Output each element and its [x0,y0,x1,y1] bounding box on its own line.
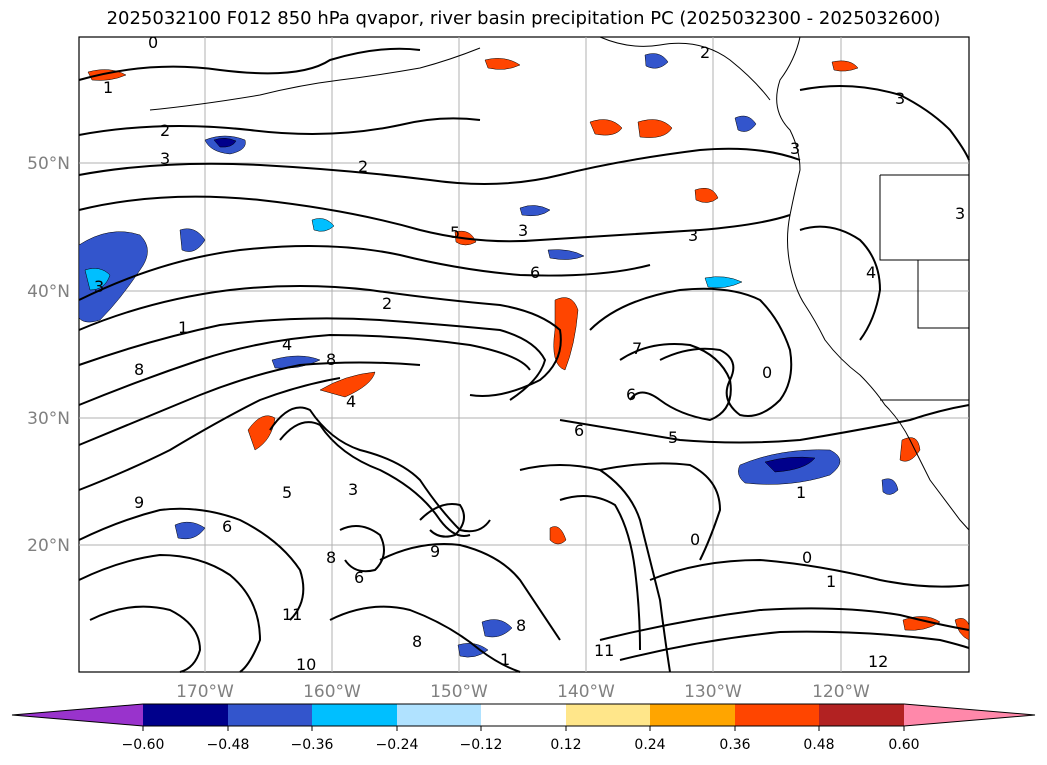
coastline [149,36,970,531]
contour-label: 3 [790,139,800,158]
contour-label: 0 [762,363,772,382]
lat-label-30n: 30°N [27,409,70,429]
contour-label: 3 [895,89,905,108]
contour-label: 6 [626,385,636,404]
colorbar-tick-label: −0.12 [460,737,503,753]
contour-label: 6 [354,568,364,587]
colorbar-swatch [650,704,735,726]
contour-label: 8 [326,548,336,567]
contour-label: 6 [222,517,232,536]
lon-label-130w: 130°W [684,682,742,702]
map-title: 2025032100 F012 850 hPa qvapor, river ba… [106,8,941,29]
colorbar-tick-labels: −0.60 −0.48 −0.36 −0.24 −0.12 0.12 0.24 … [122,737,920,753]
contour-label: 3 [348,480,358,499]
colorbar-tick-label: −0.36 [291,737,334,753]
colorbar-swatch [397,704,481,726]
lat-label-40n: 40°N [27,282,70,302]
contour-label: 1 [796,483,806,502]
lon-label-170w: 170°W [176,682,234,702]
contour-label: 2 [382,294,392,313]
lon-label-160w: 160°W [303,682,361,702]
lon-label-120w: 120°W [812,682,870,702]
colorbar-tick-label: −0.60 [122,737,165,753]
contour-label: 8 [326,350,336,369]
qvapor-contours [78,47,970,673]
contour-label: 11 [594,641,614,660]
contour-label: 1 [500,650,510,669]
colorbar [11,703,1036,727]
contour-label: 3 [160,149,170,168]
contour-label: 3 [955,204,965,223]
colorbar-swatch [735,704,819,726]
colorbar-tick-label: 0.12 [550,737,581,753]
colorbar-swatch [312,704,397,726]
contour-label: 3 [94,277,104,296]
colorbar-swatch [143,704,228,726]
colorbar-tick-label: 0.36 [719,737,750,753]
contour-label: 4 [866,263,876,282]
contour-label: 4 [282,335,292,354]
lat-label-50n: 50°N [27,154,70,174]
contour-label: 0 [148,33,158,52]
contour-label: 2 [700,43,710,62]
colorbar-swatch [228,704,312,726]
colorbar-tick-label: 0.60 [888,737,919,753]
lat-label-20n: 20°N [27,536,70,556]
contour-label: 3 [688,226,698,245]
lon-label-150w: 150°W [430,682,488,702]
contour-label: 3 [518,221,528,240]
contour-label: 2 [160,121,170,140]
colorbar-tick-label: 0.24 [634,737,665,753]
contour-label: 11 [282,605,302,624]
contour-label: 0 [690,530,700,549]
contour-labels: 0 1 2 3 2 3 5 3 6 2 1 4 8 8 3 3 4 2 3 3 … [94,33,965,674]
contour-label: 1 [178,318,188,337]
contour-label: 1 [826,572,836,591]
contour-label: 8 [516,616,526,635]
colorbar-tick-label: 0.48 [803,737,834,753]
contour-label: 7 [632,339,642,358]
contour-label: 6 [530,263,540,282]
colorbar-swatch [481,704,566,726]
colorbar-swatch [904,704,1035,726]
latitude-labels: 50°N 40°N 30°N 20°N [27,154,70,556]
contour-label: 0 [802,548,812,567]
contour-label: 6 [574,421,584,440]
colorbar-swatch [819,704,904,726]
contour-label: 9 [430,542,440,561]
lon-label-140w: 140°W [557,682,615,702]
contour-label: 2 [358,157,368,176]
colorbar-swatch [566,704,650,726]
colorbar-swatch [12,704,143,726]
contour-label: 8 [412,632,422,651]
contour-label: 1 [103,78,113,97]
contour-label: 5 [450,223,460,242]
colorbar-tick-label: −0.24 [376,737,419,753]
contour-label: 5 [668,428,678,447]
contour-label: 5 [282,483,292,502]
contour-label: 8 [134,360,144,379]
contour-label: 10 [296,655,316,674]
contour-label: 12 [868,652,888,671]
colorbar-ticks [142,726,905,731]
colorbar-tick-label: −0.48 [207,737,250,753]
contour-label: 4 [346,392,356,411]
contour-label: 9 [134,493,144,512]
longitude-labels: 170°W 160°W 150°W 140°W 130°W 120°W [176,682,870,702]
